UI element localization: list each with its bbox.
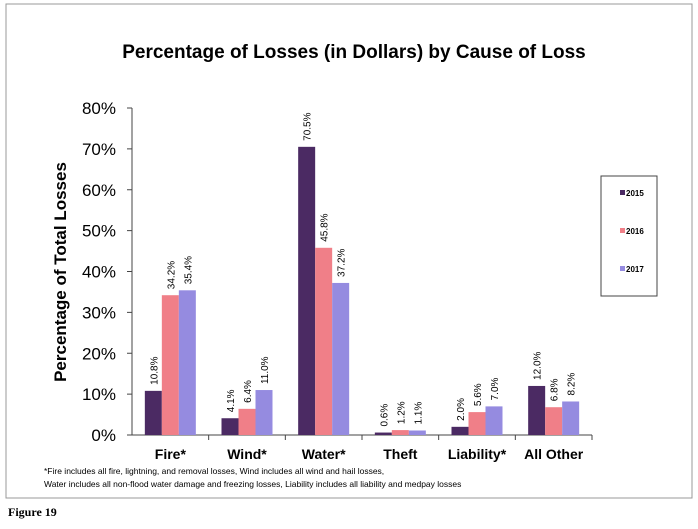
chart-border (5, 3, 693, 499)
data-label: 6.4% (243, 380, 254, 403)
y-tick-label: 50% (82, 222, 116, 241)
legend-swatch-2015 (620, 190, 625, 195)
figure-caption: Figure 19 (8, 505, 57, 519)
x-tick-label: Fire* (155, 446, 187, 462)
data-label: 11.0% (260, 356, 271, 384)
data-label: 34.2% (166, 261, 177, 289)
x-tick-label: Water* (302, 446, 346, 462)
data-label: 2.0% (456, 398, 467, 421)
y-tick-label: 80% (82, 99, 116, 118)
bar-2017 (255, 390, 273, 435)
bar-2016 (161, 295, 179, 435)
legend-swatch-2017 (620, 266, 625, 271)
data-label: 10.8% (149, 356, 160, 384)
y-tick-label: 60% (82, 181, 116, 200)
legend-label: 2017 (626, 265, 644, 274)
bar-2015 (451, 426, 469, 435)
bar-2016 (391, 430, 409, 435)
data-label: 8.2% (567, 373, 578, 396)
data-label: 5.6% (473, 383, 484, 406)
data-label: 6.8% (550, 378, 561, 401)
bar-2017 (408, 430, 426, 435)
y-tick-label: 10% (82, 385, 116, 404)
x-tick-label: Liability* (448, 446, 507, 462)
x-tick-label: Theft (383, 446, 418, 462)
bar-2015 (144, 390, 162, 435)
data-label: 12.0% (533, 351, 544, 379)
data-label: 45.8% (320, 213, 331, 241)
data-label: 1.2% (396, 401, 407, 424)
bar-2016 (545, 407, 563, 435)
x-tick-label: All Other (524, 446, 584, 462)
legend-label: 2016 (626, 227, 644, 236)
legend-label: 2015 (626, 189, 644, 198)
bar-2015 (221, 418, 239, 435)
legend-box (600, 175, 658, 297)
y-axis-label: Percentage of Total Losses (51, 162, 70, 382)
legend-swatch-2016 (620, 228, 625, 233)
y-tick-label: 40% (82, 263, 116, 282)
data-label: 35.4% (183, 256, 194, 284)
footnote: *Fire includes all fire, lightning, and … (44, 466, 384, 476)
y-tick-label: 20% (82, 344, 116, 363)
bar-2016 (315, 247, 333, 435)
bar-2016 (468, 412, 486, 435)
y-tick-label: 30% (82, 303, 116, 322)
bar-2017 (485, 406, 503, 435)
y-tick-label: 0% (91, 426, 116, 445)
bar-2017 (332, 282, 350, 435)
bar-2015 (298, 146, 316, 436)
data-label: 70.5% (303, 112, 314, 140)
data-label: 7.0% (490, 377, 501, 400)
chart-title: Percentage of Losses (in Dollars) by Cau… (122, 42, 586, 63)
footnote: Water includes all non-flood water damag… (44, 479, 461, 489)
x-tick-label: Wind* (227, 446, 267, 462)
bar-2017 (562, 401, 580, 435)
bar-2015 (374, 432, 392, 435)
data-label: 0.6% (379, 404, 390, 427)
bar-2016 (238, 408, 256, 435)
data-label: 4.1% (226, 389, 237, 412)
y-tick-label: 70% (82, 140, 116, 159)
bar-2015 (528, 385, 546, 435)
data-label: 1.1% (413, 402, 424, 425)
bar-2017 (178, 290, 196, 435)
data-label: 37.2% (337, 248, 348, 276)
